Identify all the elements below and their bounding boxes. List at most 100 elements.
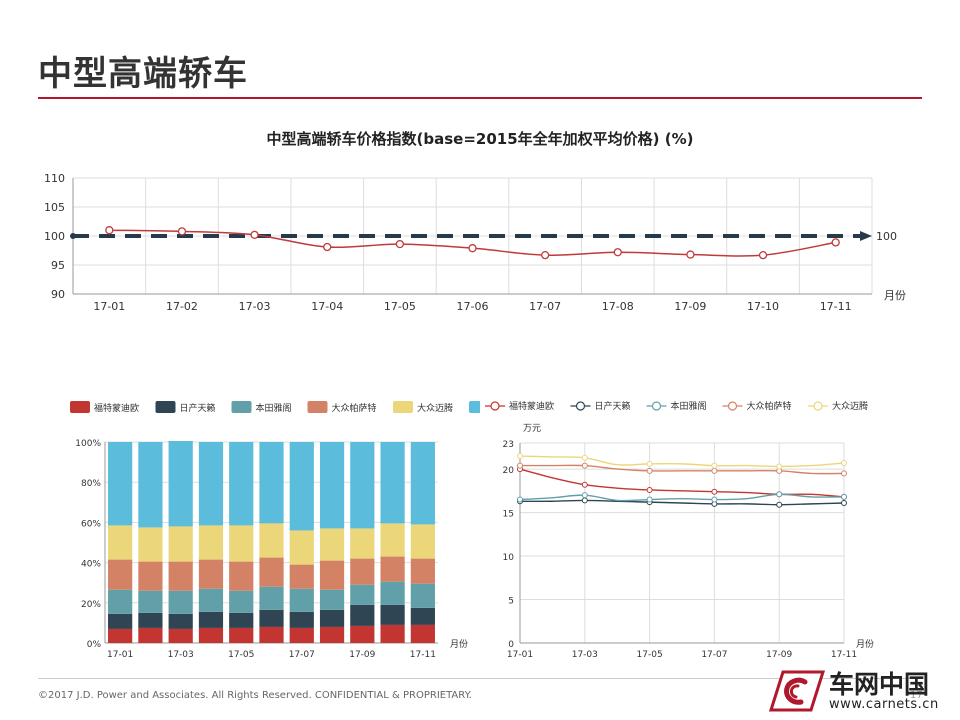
stacked-bar-segment bbox=[410, 624, 435, 643]
stacked-bar-segment bbox=[350, 625, 375, 643]
x-tick-label: 17-11 bbox=[831, 650, 857, 660]
x-tick-label: 17-11 bbox=[820, 300, 852, 313]
y-tick-label: 15 bbox=[503, 510, 514, 520]
legend-marker bbox=[813, 401, 823, 411]
stacked-bar-segment bbox=[350, 604, 375, 626]
y-tick-label: 105 bbox=[44, 201, 65, 214]
stacked-bar-segment bbox=[198, 559, 224, 589]
stacked-bar-segment bbox=[289, 611, 314, 628]
y-tick-label: 110 bbox=[44, 172, 65, 185]
reference-label: 100 bbox=[876, 230, 897, 243]
stacked-bar-segment bbox=[168, 526, 193, 562]
stacked-bar-segment bbox=[350, 558, 375, 585]
stacked-bar-segment bbox=[319, 528, 345, 561]
stacked-bar-segment bbox=[350, 528, 375, 559]
legend-label: 福特蒙迪欧 bbox=[94, 402, 139, 414]
x-tick-label: 17-01 bbox=[507, 650, 533, 660]
stacked-bar-segment bbox=[259, 557, 284, 587]
data-point bbox=[540, 250, 550, 260]
data-point bbox=[776, 491, 783, 498]
stacked-bar-segment bbox=[380, 556, 405, 582]
x-tick-label: 17-09 bbox=[766, 650, 792, 660]
y-tick-label: 40% bbox=[81, 560, 101, 570]
copyright-footer: ©2017 J.D. Power and Associates. All Rig… bbox=[38, 690, 472, 701]
y-tick-label: 0 bbox=[508, 640, 514, 650]
stacked-bar-segment bbox=[229, 525, 254, 562]
data-point bbox=[711, 462, 718, 469]
y-tick-label: 20 bbox=[503, 466, 515, 476]
legend-swatch bbox=[231, 401, 252, 413]
data-point bbox=[581, 492, 588, 499]
stacked-bar-segment bbox=[108, 525, 133, 560]
stacked-bar-segment bbox=[319, 609, 345, 627]
data-point bbox=[581, 481, 588, 488]
legend-swatch bbox=[307, 401, 328, 413]
data-point bbox=[581, 454, 588, 461]
data-point bbox=[105, 226, 114, 235]
stacked-bar-segment bbox=[410, 442, 435, 525]
stacked-bar-segment bbox=[198, 588, 224, 612]
stacked-bar-segment bbox=[138, 612, 163, 628]
stacked-bar-segment bbox=[138, 442, 163, 528]
data-point bbox=[831, 238, 840, 247]
x-tick-label: 17-05 bbox=[228, 650, 254, 660]
page-number: 17 bbox=[910, 690, 923, 701]
series-line bbox=[519, 499, 845, 506]
series-line bbox=[520, 464, 845, 475]
stacked-bar-segment bbox=[319, 442, 345, 529]
stacked-bar-segment bbox=[229, 612, 254, 628]
legend-label: 福特蒙迪欧 bbox=[509, 400, 554, 412]
y-tick-label: 100% bbox=[75, 439, 101, 449]
y-tick-label: 10 bbox=[503, 553, 515, 563]
legend-swatch bbox=[469, 401, 480, 413]
stacked-bar-segment bbox=[289, 588, 314, 612]
stacked-bar-segment bbox=[168, 613, 193, 629]
stacked-bar-segment bbox=[380, 604, 405, 625]
stacked-bar-segment bbox=[138, 561, 163, 591]
stacked-bar-segment bbox=[350, 442, 375, 529]
stacked-bar-segment bbox=[319, 626, 345, 643]
stacked-bar-segment bbox=[198, 442, 224, 526]
legend-marker bbox=[651, 401, 662, 411]
x-tick-label: 17-07 bbox=[289, 650, 315, 660]
stacked-bar-segment bbox=[138, 527, 163, 562]
legend-label: 本田雅阁 bbox=[256, 402, 292, 414]
stacked-bar-segment bbox=[168, 440, 193, 527]
data-point bbox=[177, 227, 187, 236]
data-point bbox=[686, 250, 695, 259]
stacked-bar-segment bbox=[168, 590, 193, 614]
stacked-bar-segment bbox=[289, 564, 314, 589]
stacked-bar-segment bbox=[319, 589, 345, 610]
x-tick-label: 17-05 bbox=[384, 300, 416, 313]
x-axis-label: 月份 bbox=[450, 638, 468, 650]
legend-label: 大众帕萨特 bbox=[332, 402, 377, 414]
data-point bbox=[646, 496, 653, 503]
legend-marker bbox=[575, 401, 586, 411]
data-point bbox=[517, 496, 523, 503]
data-point bbox=[646, 467, 653, 474]
stacked-bar-segment bbox=[108, 442, 133, 526]
x-tick-label: 17-03 bbox=[239, 300, 271, 313]
y-tick-label: 60% bbox=[81, 519, 101, 529]
stacked-bar-segment bbox=[380, 442, 405, 524]
data-point bbox=[646, 486, 653, 493]
legend-marker bbox=[727, 401, 738, 411]
price-index-chart: 90 95 100 105 110 17-01 17-02 17-03 17-04 17-05 17… bbox=[44, 172, 906, 313]
x-tick-label: 17-05 bbox=[637, 650, 663, 660]
series-line bbox=[519, 493, 845, 502]
data-point bbox=[517, 462, 523, 469]
stacked-bar-segment bbox=[198, 611, 224, 628]
stacked-bar-segment bbox=[259, 609, 284, 627]
x-axis-label: 月份 bbox=[856, 638, 874, 650]
page-title: 中型高端轿车 bbox=[38, 54, 248, 94]
reference-start-dot bbox=[70, 233, 76, 239]
stacked-bar-segment bbox=[108, 628, 133, 643]
y-tick-label: 23 bbox=[503, 440, 514, 450]
stacked-bar-segment bbox=[410, 558, 435, 584]
data-point bbox=[776, 501, 783, 508]
x-tick-label: 17-07 bbox=[529, 300, 561, 313]
stacked-bar-segment bbox=[319, 560, 345, 590]
logo-url: www.carnets.cn bbox=[829, 697, 939, 712]
data-point bbox=[758, 250, 768, 260]
x-tick-label: 17-09 bbox=[349, 650, 375, 660]
